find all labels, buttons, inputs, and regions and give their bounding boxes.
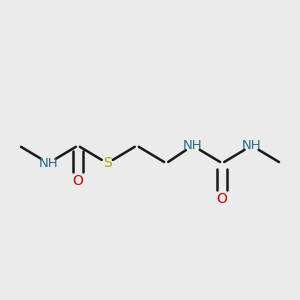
Text: NH: NH [183, 139, 203, 152]
Text: S: S [103, 156, 112, 170]
Text: O: O [72, 174, 83, 188]
Text: NH: NH [242, 139, 261, 152]
Text: NH: NH [39, 157, 58, 170]
Text: O: O [217, 192, 228, 206]
